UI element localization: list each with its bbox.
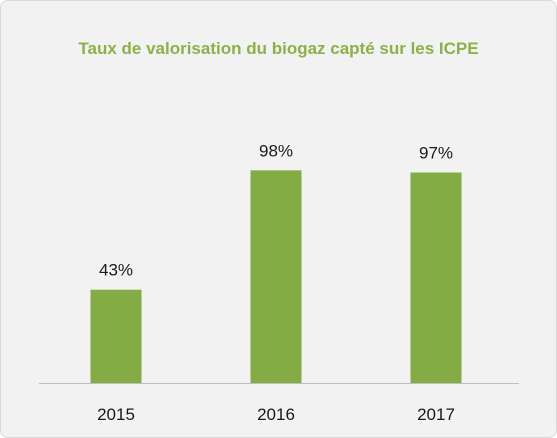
x-tick-label: 2015 bbox=[97, 405, 135, 424]
value-label: 43% bbox=[99, 261, 133, 280]
bar bbox=[90, 289, 142, 383]
x-tick-label: 2017 bbox=[417, 405, 455, 424]
bar bbox=[250, 170, 302, 383]
chart-title: Taux de valorisation du biogaz capté sur… bbox=[78, 39, 479, 58]
value-label: 97% bbox=[419, 144, 453, 163]
x-tick-label: 2016 bbox=[257, 405, 295, 424]
value-label: 98% bbox=[259, 141, 293, 160]
bar bbox=[410, 172, 462, 383]
